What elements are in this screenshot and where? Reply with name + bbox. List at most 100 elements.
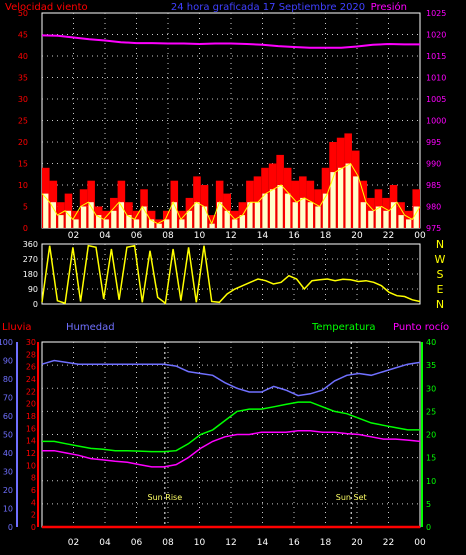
wind-x-tick-label: 02 bbox=[68, 231, 79, 241]
wind-speed-tick-label: 50 bbox=[18, 9, 28, 18]
temp-x-tick-label: 00 bbox=[414, 538, 426, 548]
chart-date-title: 24 hora graficada 17 Septiembre 2020 bbox=[171, 2, 365, 13]
humidity-tick-label: 80 bbox=[3, 375, 13, 384]
pressure-tick-label: 980 bbox=[426, 203, 441, 212]
rain-tick-label: 10 bbox=[26, 461, 36, 470]
pressure-label: Presión bbox=[371, 1, 407, 13]
pressure-tick-label: 1025 bbox=[426, 9, 446, 18]
wind-speed-bar bbox=[224, 210, 230, 228]
temp-x-tick-label: 20 bbox=[351, 538, 363, 548]
wind-speed-bar bbox=[398, 215, 404, 228]
humidity-tick-label: 20 bbox=[3, 486, 13, 495]
wind-speed-bar bbox=[285, 193, 291, 228]
wind-direction-line bbox=[41, 244, 421, 305]
wind-speed-label: Velocidad viento bbox=[5, 2, 88, 13]
wind-speed-tick-label: 20 bbox=[18, 138, 28, 147]
rain-tick-label: 28 bbox=[26, 350, 36, 359]
wind-speed-bar bbox=[413, 206, 419, 228]
wind-speed-bar bbox=[103, 219, 109, 228]
wind-x-tick-label: 16 bbox=[288, 231, 300, 241]
rain-tick-label: 14 bbox=[26, 437, 36, 446]
rain-tick-label: 22 bbox=[26, 387, 36, 396]
wind-speed-bar bbox=[345, 163, 351, 228]
wind-speed-bar bbox=[247, 202, 253, 228]
wind-speed-bar bbox=[179, 219, 185, 228]
wind-speed-bar bbox=[322, 193, 329, 228]
pressure-tick-label: 985 bbox=[426, 181, 441, 190]
compass-label: W bbox=[435, 253, 446, 266]
pressure-tick-label: 995 bbox=[426, 138, 441, 147]
temp-x-tick-label: 16 bbox=[288, 538, 300, 548]
rain-tick-label: 26 bbox=[26, 363, 36, 372]
compass-label: E bbox=[437, 283, 444, 296]
rain-tick-label: 20 bbox=[26, 400, 36, 409]
wind-speed-bar bbox=[232, 219, 238, 228]
temperature-tick-label: 40 bbox=[426, 338, 436, 347]
rain-tick-label: 2 bbox=[31, 511, 36, 520]
dewpoint-line bbox=[42, 430, 421, 468]
wind-speed-bar bbox=[194, 202, 200, 228]
wind-panel: 02 04 06 08 10 12 14 16 18 20 22 000510152025303540… bbox=[18, 9, 447, 241]
temperature-tick-label: 35 bbox=[426, 361, 436, 370]
wind-speed-tick-label: 25 bbox=[18, 117, 28, 126]
temperature-tick-label: 10 bbox=[426, 477, 436, 486]
wind-speed-bar bbox=[390, 202, 397, 228]
wind-speed-bar bbox=[337, 167, 344, 228]
wind-speed-bar bbox=[239, 215, 245, 228]
compass-label: S bbox=[437, 268, 444, 281]
rain-tick-label: 8 bbox=[31, 474, 36, 483]
wind-speed-bar bbox=[133, 219, 140, 228]
temperature-tick-label: 25 bbox=[426, 407, 436, 416]
pressure-tick-label: 1005 bbox=[426, 95, 446, 104]
pressure-tick-label: 975 bbox=[426, 224, 441, 233]
temperature-tick-label: 5 bbox=[426, 500, 431, 509]
pressure-tick-label: 1015 bbox=[426, 52, 446, 61]
dewpoint-axis-label: Punto rocío bbox=[393, 321, 449, 333]
humidity-axis-label: Humedad bbox=[66, 322, 115, 333]
compass-label: N bbox=[436, 238, 444, 251]
wind-speed-bar bbox=[80, 206, 87, 228]
humidity-tick-label: 60 bbox=[3, 412, 13, 421]
humidity-tick-label: 10 bbox=[3, 505, 13, 514]
rain-tick-label: 12 bbox=[26, 449, 36, 458]
wind-speed-bar bbox=[217, 202, 223, 228]
wind-speed-tick-label: 15 bbox=[18, 160, 28, 169]
temp-x-tick-label: 04 bbox=[99, 538, 111, 548]
rain-tick-label: 0 bbox=[31, 523, 36, 532]
sun-marker-label: Sun Rise bbox=[148, 493, 183, 502]
wind-speed-bar bbox=[65, 210, 72, 228]
rain-tick-label: 24 bbox=[26, 375, 36, 384]
direction-tick-label: 360 bbox=[23, 240, 38, 249]
wind-x-tick-label: 12 bbox=[225, 231, 236, 241]
humidity-tick-label: 100 bbox=[0, 338, 13, 347]
wind-speed-bar bbox=[171, 202, 177, 228]
wind-speed-bar bbox=[360, 202, 366, 228]
humidity-tick-label: 90 bbox=[3, 357, 13, 366]
wind-speed-bar bbox=[126, 215, 132, 228]
temperature-line bbox=[42, 401, 420, 453]
wind-speed-bar bbox=[269, 189, 276, 228]
temperature-tick-label: 15 bbox=[426, 454, 436, 463]
rain-tick-label: 4 bbox=[31, 498, 36, 507]
wind-speed-bar bbox=[254, 202, 261, 228]
wind-speed-tick-label: 10 bbox=[18, 181, 28, 190]
wind-speed-tick-label: 45 bbox=[18, 31, 28, 40]
wind-speed-bar bbox=[88, 202, 94, 228]
wind-speed-bar bbox=[406, 219, 412, 228]
pressure-line bbox=[41, 34, 420, 49]
wind-x-tick-label: 08 bbox=[162, 231, 174, 241]
rain-tick-label: 16 bbox=[26, 424, 36, 433]
wind-speed-bar bbox=[43, 193, 49, 228]
direction-tick-label: 270 bbox=[23, 255, 38, 264]
wind-speed-bar bbox=[156, 223, 162, 228]
wind-x-tick-label: 10 bbox=[194, 231, 206, 241]
wind-speed-tick-label: 0 bbox=[23, 224, 28, 233]
wind-x-tick-label: 06 bbox=[131, 231, 143, 241]
compass-label: N bbox=[436, 298, 444, 311]
wind-x-tick-label: 00 bbox=[414, 231, 426, 241]
temperature-tick-label: 0 bbox=[426, 523, 431, 532]
wind-speed-bar bbox=[277, 185, 283, 228]
rain-tick-label: 6 bbox=[31, 486, 36, 495]
wind-speed-bar bbox=[201, 206, 208, 228]
